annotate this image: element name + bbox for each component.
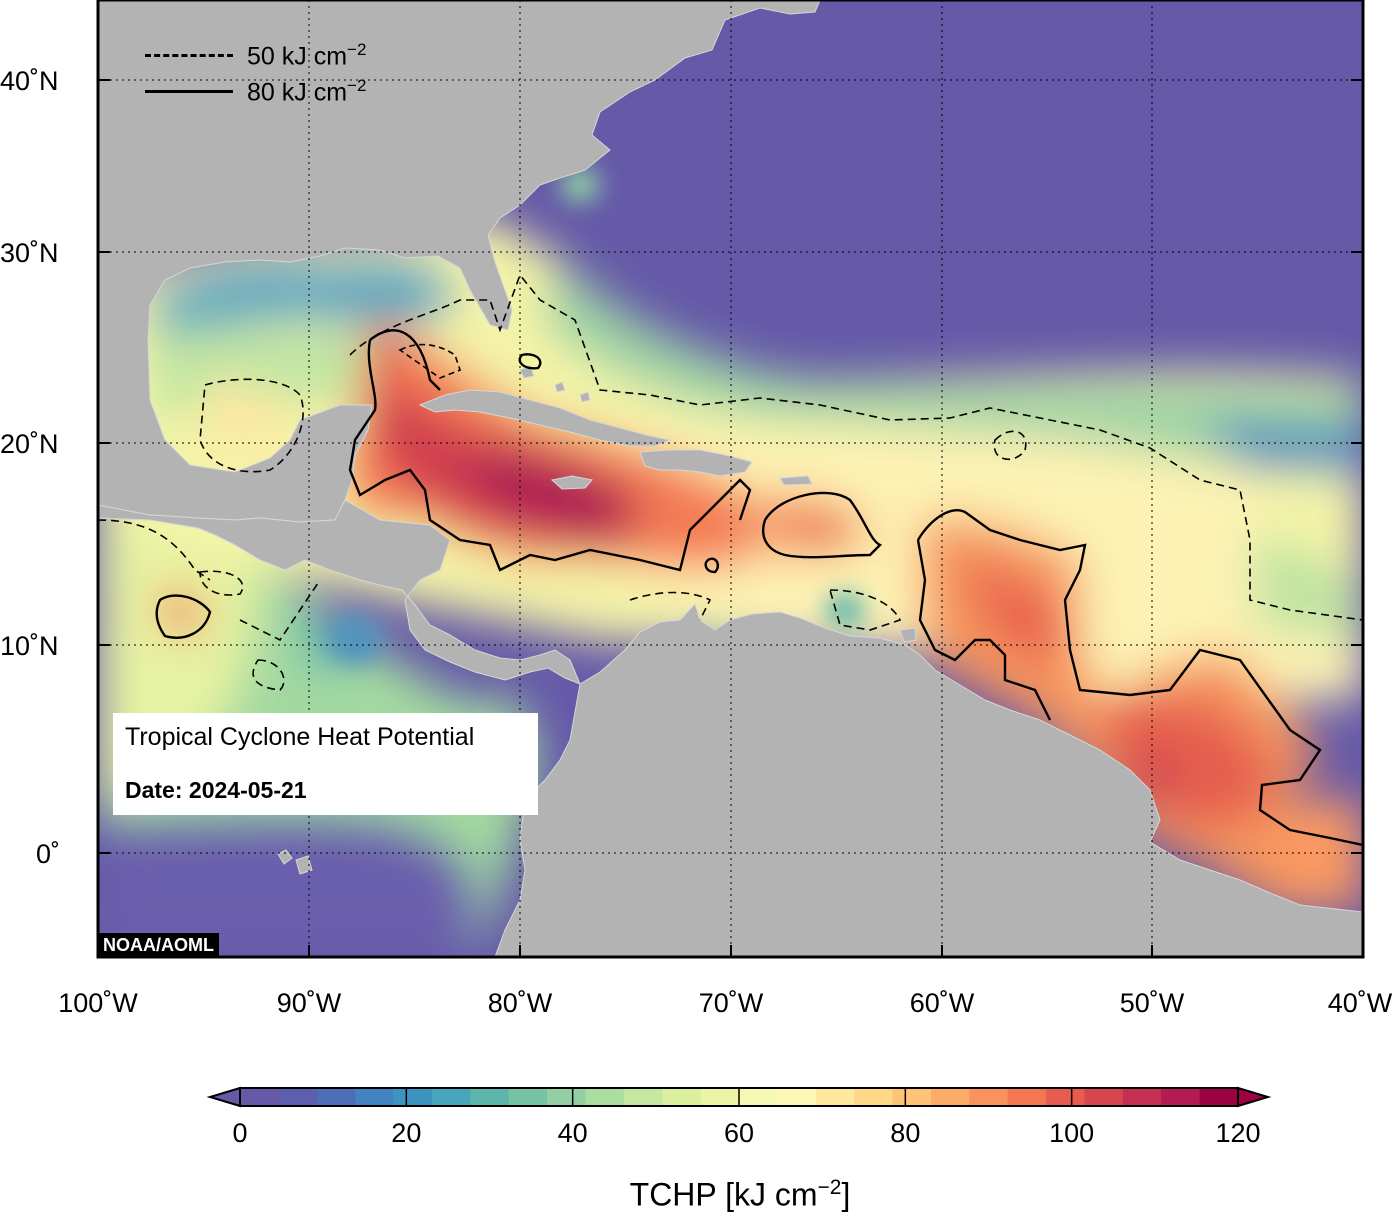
legend-label: 50 kJ cm−2: [247, 40, 367, 71]
colorbar-segment: [431, 1088, 471, 1106]
land: [98, 0, 1363, 957]
colorbar-segment: [892, 1088, 932, 1106]
colorbar-segment: [316, 1088, 356, 1106]
colorbar-segment: [739, 1088, 778, 1106]
credit-badge: NOAA/AOML: [98, 933, 219, 957]
colorbar-segment: [355, 1088, 395, 1106]
colorbar-tick-label: 120: [1215, 1118, 1260, 1148]
lat-tick-label: 20˚N: [0, 429, 59, 459]
lon-tick-label: 50˚W: [1120, 988, 1185, 1018]
land-south-america: [494, 603, 1363, 957]
colorbar-high-arrow: [1237, 1086, 1272, 1108]
land-hispaniola: [639, 449, 753, 477]
colorbar-segment: [1122, 1088, 1162, 1106]
lat-tick-label: 10˚N: [0, 631, 59, 661]
colorbar-tick-label: 80: [890, 1118, 920, 1148]
colorbar-tick-label: 40: [558, 1118, 588, 1148]
date-row: Date: 2024-05-21: [125, 777, 307, 804]
lon-tick-label: 80˚W: [488, 988, 553, 1018]
lat-tick-labels: 40˚N 30˚N 20˚N 10˚N 0˚: [0, 66, 60, 869]
lon-tick-label: 90˚W: [277, 988, 342, 1018]
solid-line-swatch: [145, 90, 233, 93]
lon-tick-label: 70˚W: [699, 988, 764, 1018]
colorbar-segment: [470, 1088, 510, 1106]
title-box: Tropical Cyclone Heat Potential Date: 20…: [113, 713, 538, 815]
lon-tick-label: 100˚W: [58, 988, 138, 1018]
colorbar-low-arrow: [206, 1086, 241, 1108]
colorbar-segment: [508, 1088, 548, 1106]
colorbar-segment: [969, 1088, 1009, 1106]
dashed-line-swatch: [145, 54, 233, 57]
lat-tick-label: 30˚N: [0, 238, 59, 268]
land-galapagos: [277, 849, 313, 875]
tchp-detail: [327, 167, 865, 664]
lon-tick-labels: 100˚W 90˚W 80˚W 70˚W 60˚W 50˚W 40˚W: [58, 988, 1393, 1018]
land-jamaica: [550, 475, 593, 490]
lon-tick-label: 60˚W: [910, 988, 975, 1018]
colorbar-tick-label: 100: [1049, 1118, 1094, 1148]
colorbar-segment: [1161, 1088, 1201, 1106]
legend-label: 80 kJ cm−2: [247, 76, 367, 107]
colorbar: [206, 1086, 1272, 1108]
date-value: 2024-05-21: [188, 777, 307, 803]
colorbar-segment: [930, 1088, 970, 1106]
plot-area: [98, 0, 1363, 957]
colorbar-label: TCHP [kJ cm−2]: [629, 1176, 851, 1213]
colorbar-segment: [623, 1088, 663, 1106]
contour-50: [98, 273, 1363, 691]
lon-tick-label: 40˚W: [1328, 988, 1393, 1018]
colorbar-segment: [1046, 1088, 1086, 1106]
land-puerto-rico: [779, 475, 813, 486]
colorbar-segment: [815, 1088, 855, 1106]
lat-tick-label: 0˚: [36, 839, 60, 869]
tick-marks: [98, 79, 1363, 957]
colorbar-segment: [547, 1088, 587, 1106]
colorbar-segment: [278, 1088, 318, 1106]
graticule: [98, 0, 1363, 957]
colorbar-segment: [240, 1088, 279, 1106]
colorbar-segment: [1199, 1088, 1239, 1106]
colorbar-tick-label: 0: [232, 1118, 247, 1148]
colorbar-segment: [854, 1088, 894, 1106]
land-trinidad: [899, 627, 917, 643]
lat-tick-label: 40˚N: [0, 66, 59, 96]
colorbar-segment: [393, 1088, 433, 1106]
contour-80: [155, 329, 1363, 847]
colorbar-segment: [662, 1088, 702, 1106]
colorbar-tick-label: 20: [391, 1118, 421, 1148]
colorbar-segment: [777, 1088, 817, 1106]
date-label: Date:: [125, 777, 183, 803]
colorbar-segment: [1084, 1088, 1124, 1106]
colorbar-tick-label: 60: [724, 1118, 754, 1148]
map-title: Tropical Cyclone Heat Potential: [125, 723, 475, 751]
colorbar-tick-labels: 0 20 40 60 80 100 120: [232, 1118, 1260, 1148]
colorbar-segment: [1007, 1088, 1047, 1106]
colorbar-segment: [700, 1088, 740, 1106]
colorbar-segment: [585, 1088, 625, 1106]
